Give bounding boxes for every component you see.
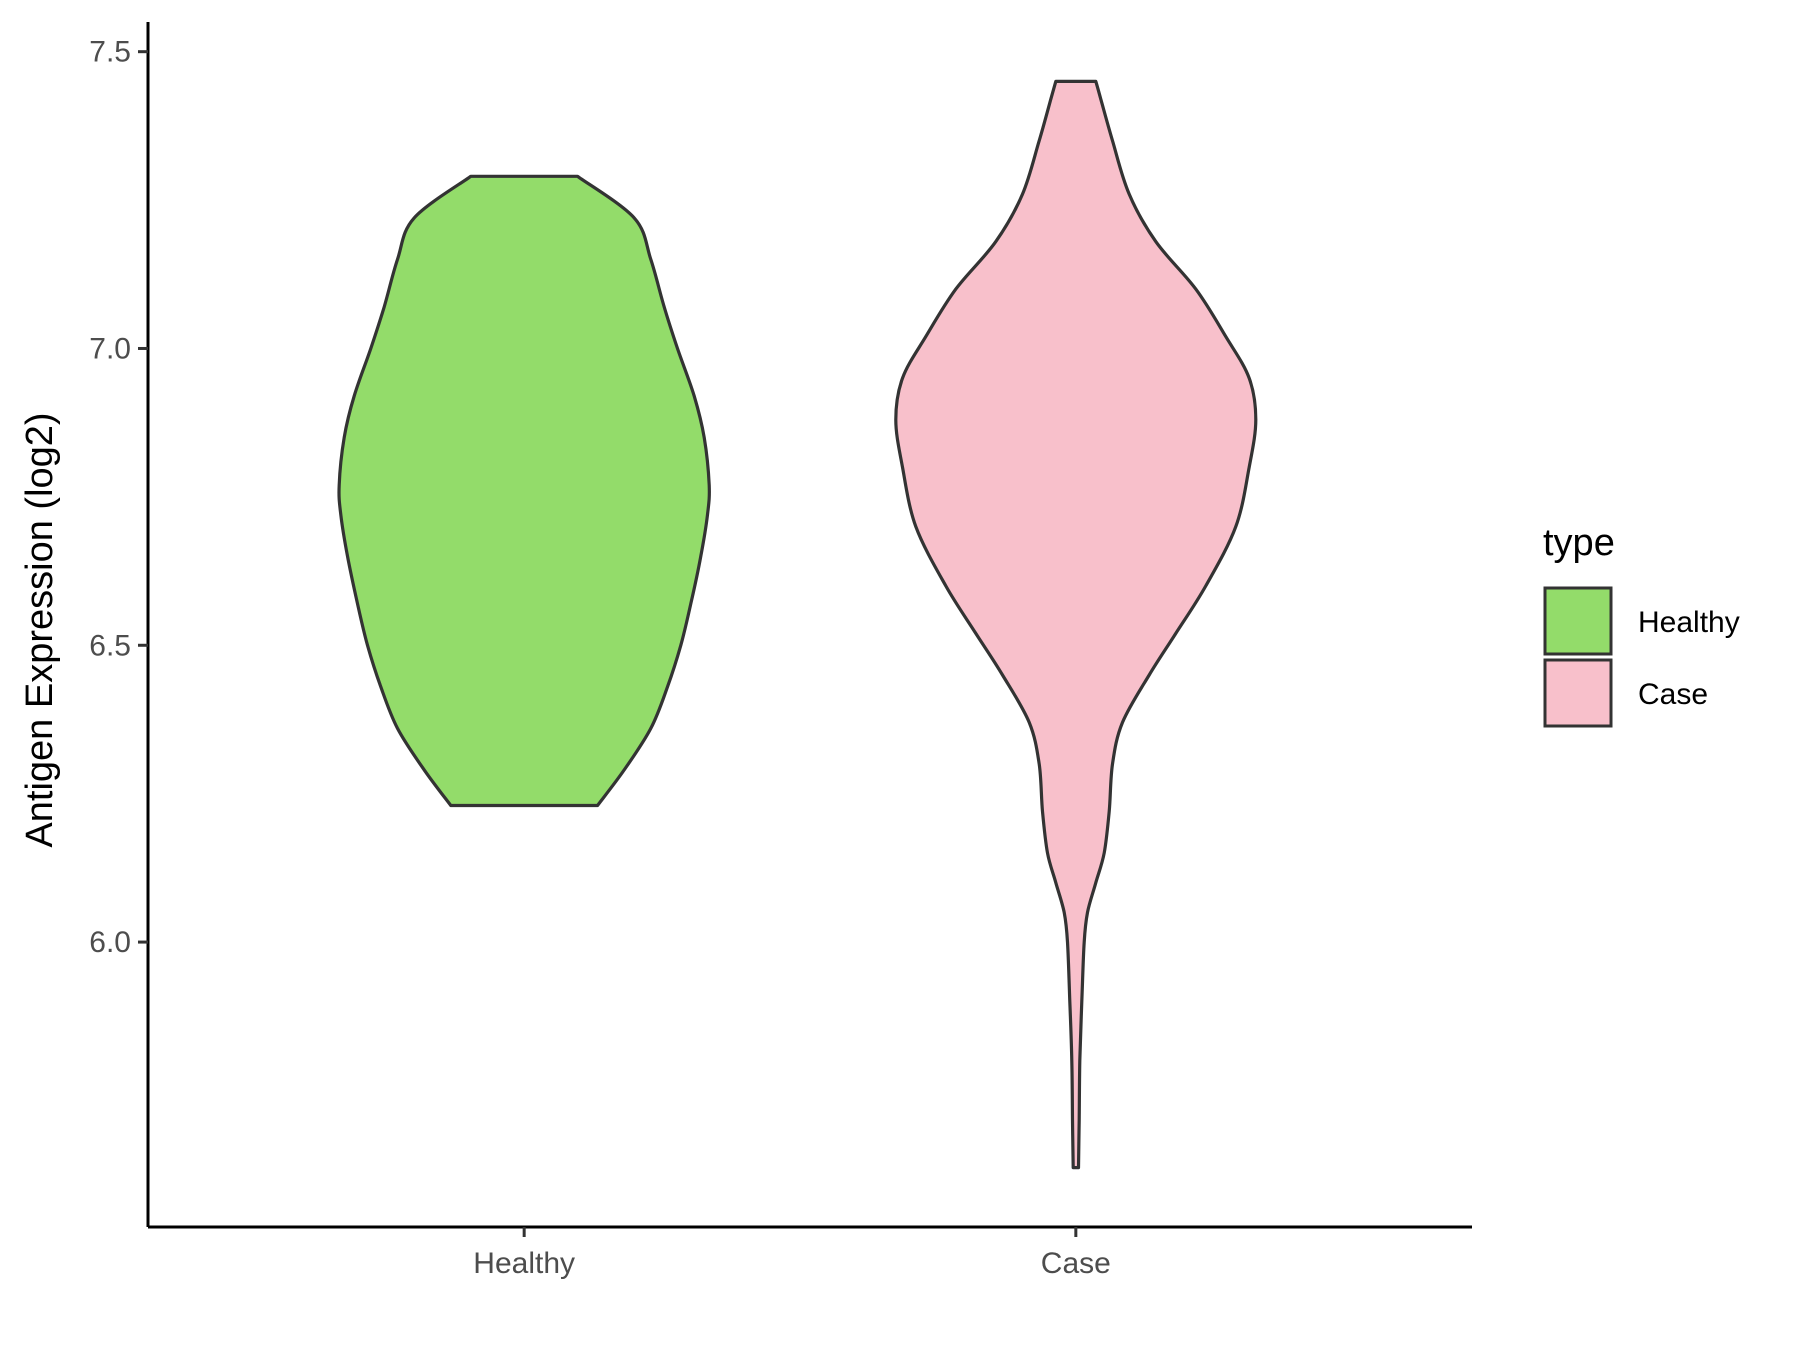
legend-swatch-case [1543, 658, 1613, 728]
legend-label-healthy: Healthy [1638, 606, 1740, 639]
legend-title: type [1543, 522, 1615, 564]
legend-swatch-healthy [1543, 586, 1613, 656]
x-tick-label: Healthy [473, 1247, 575, 1280]
x-axis: Healthy Case [148, 1225, 1472, 1280]
violins [337, 79, 1258, 1170]
y-tick-label: 7.0 [89, 332, 131, 365]
y-tick-label: 6.0 [89, 926, 131, 959]
legend: type Healthy Case [1543, 522, 1740, 728]
legend-label-case: Case [1638, 678, 1708, 711]
violin-case [894, 79, 1258, 1170]
y-tick-label: 6.5 [89, 629, 131, 662]
violin-healthy [337, 174, 711, 808]
y-tick-label: 7.5 [89, 36, 131, 69]
y-axis-title: Antigen Expression (log2) [19, 412, 61, 847]
y-axis: 6.0 6.5 7.0 7.5 [89, 22, 150, 1227]
x-tick-label: Case [1041, 1247, 1111, 1280]
